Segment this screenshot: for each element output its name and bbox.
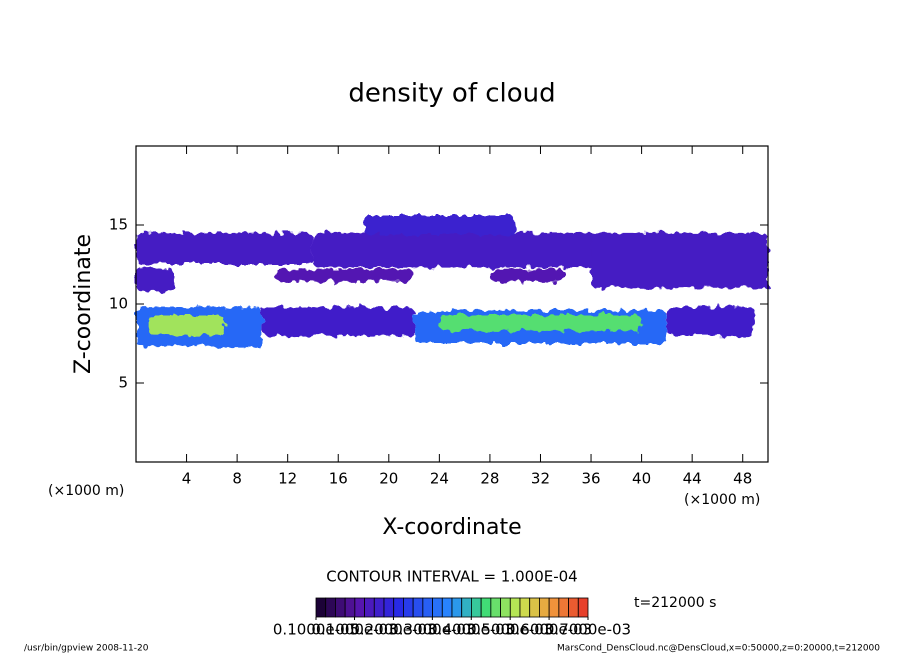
x-tick-label: 44 [683,470,702,488]
cloud-patch [439,315,642,331]
cloud-patch [666,307,756,336]
x-tick-label: 28 [480,470,499,488]
y-tick-label: 10 [109,295,128,313]
y-unit: (×1000 m) [48,483,124,499]
x-unit: (×1000 m) [684,492,760,508]
colorbar-cell [403,597,414,618]
colorbar-cell [412,597,424,618]
footer-left: /usr/bin/gpview 2008-11-20 [24,644,149,654]
colorbar-label: 0.5000e-03 [467,621,553,639]
colorbar-cell [461,597,472,618]
cloud-patch [136,267,174,292]
cloud-patch [148,315,225,336]
x-tick-label: 40 [632,470,651,488]
colorbar-cell [383,597,395,618]
field [136,215,768,347]
cloud-patch [275,269,415,282]
chart-title: density of cloud [348,79,555,109]
colorbar-cell [354,597,365,618]
x-tick-label: 36 [581,470,600,488]
x-tick-label: 20 [379,470,398,488]
cloud-patch [363,215,516,235]
x-axis-label: X-coordinate [382,515,521,540]
colorbar-label: 0.6000e-03 [506,621,592,639]
y-tick-label: 15 [109,216,128,234]
colorbar-cell [451,597,463,618]
colorbar-cell [344,597,356,618]
colorbar-label: 0.2000e-03 [350,621,436,639]
y-axis-label: Z-coordinate [71,234,96,374]
cloud-patch [136,232,313,265]
colorbar-cell [480,597,492,618]
cloud-patch [591,232,768,289]
colorbar-cell [471,597,482,618]
cloud-patch [262,307,415,336]
time-label: t=212000 s [634,595,716,611]
y-tick-label: 5 [118,374,128,392]
colorbar-cell [548,597,560,618]
cloud-patch [489,269,566,282]
colorbar-label: 0.3000e-03 [389,621,475,639]
colorbar-cell [393,597,404,618]
colorbar-label: 0.4000e-03 [428,621,514,639]
colorbar-cell [558,597,569,618]
colorbar-label: 0.1000e-03 [311,621,397,639]
colorbar-cell [441,597,453,618]
colorbar-cell [568,597,579,618]
x-tick-label: 24 [430,470,449,488]
x-tick-label: 12 [278,470,297,488]
colorbar-cell [315,597,327,618]
colorbar-cell [373,597,385,618]
colorbar-cell [529,597,540,618]
colorbar-cell [500,597,511,618]
colorbar-cell [577,597,589,618]
x-tick-label: 48 [733,470,752,488]
colorbar-cell [432,597,443,618]
footer-right: MarsCond_DensCloud.nc@DensCloud,x=0:5000… [557,644,880,654]
colorbar-cell [335,597,346,618]
colorbar-cell [509,597,521,618]
x-tick-label: 16 [329,470,348,488]
colorbar-cell [364,597,375,618]
colorbar-label: 0.1000e-05 [273,621,359,639]
x-tick-label: 32 [531,470,550,488]
colorbar-cell [325,597,336,618]
x-tick-label: 8 [232,470,242,488]
plot-frame [135,145,769,463]
x-tick-label: 4 [182,470,192,488]
contour-interval: CONTOUR INTERVAL = 1.000E-04 [326,568,577,586]
colorbar-cell [490,597,501,618]
cloud-patch [312,232,617,268]
colorbar-cell [422,597,433,618]
colorbar-cell [539,597,550,618]
colorbar-cell [519,597,531,618]
colorbar-label: 0.7000e-03 [545,621,631,639]
